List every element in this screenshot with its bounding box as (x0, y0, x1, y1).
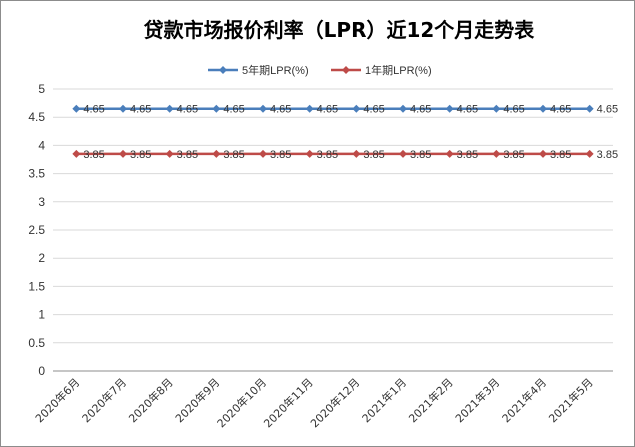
data-label: 4.65 (177, 104, 198, 116)
data-label: 3.85 (363, 149, 384, 161)
x-tick-label: 2021年5月 (546, 375, 596, 425)
data-label: 3.85 (83, 149, 104, 161)
x-tick-label: 2020年9月 (172, 375, 222, 425)
data-label: 4.65 (597, 104, 618, 116)
data-point (259, 104, 267, 113)
data-point (165, 104, 174, 113)
data-label: 3.85 (410, 149, 431, 161)
x-tick-label: 2020年11月 (261, 375, 316, 430)
chart-legend: 5年期LPR(%) 1年期LPR(%) (208, 63, 432, 77)
x-axis-ticks: 2020年6月2020年7月2020年8月2020年9月2020年10月2020… (32, 375, 596, 430)
data-point (259, 149, 267, 158)
data-label: 4.65 (363, 104, 384, 116)
data-point (212, 149, 221, 158)
legend-label: 5年期LPR(%) (242, 63, 309, 77)
y-tick-label: 1 (38, 308, 45, 322)
data-point (492, 149, 501, 158)
data-label: 4.65 (317, 104, 338, 116)
data-label: 4.65 (270, 104, 291, 116)
chart-series: 4.65 4.65 4.65 4.65 4.65 4.65 4.65 4.65 4.65 4.65… (72, 104, 618, 161)
x-tick-label: 2020年6月 (32, 375, 82, 425)
data-label: 3.85 (177, 149, 198, 161)
data-label: 3.85 (457, 149, 478, 161)
data-label: 4.65 (503, 104, 524, 116)
y-tick-label: 1.5 (28, 279, 45, 293)
x-tick-label: 2020年12月 (307, 375, 362, 430)
legend-swatch-marker (219, 66, 227, 74)
x-tick-label: 2020年7月 (79, 375, 129, 425)
data-point (119, 149, 127, 158)
data-label: 3.85 (550, 149, 571, 161)
y-tick-label: 3 (38, 195, 45, 209)
data-point (399, 104, 407, 113)
chart-title: 贷款市场报价利率（LPR）近12个月走势表 (144, 18, 536, 42)
y-tick-label: 4 (38, 138, 45, 152)
data-point (492, 104, 501, 113)
data-label: 3.85 (317, 149, 338, 161)
series-1: 4.65 4.65 4.65 4.65 4.65 4.65 4.65 4.65 4.65 4.65… (72, 104, 618, 116)
y-tick-label: 4.5 (28, 110, 45, 124)
x-tick-label: 2021年4月 (499, 375, 549, 425)
x-tick-label: 2021年1月 (359, 375, 409, 425)
data-point (585, 149, 594, 158)
data-point (539, 149, 547, 158)
data-label: 3.85 (223, 149, 244, 161)
x-tick-label: 2020年10月 (214, 375, 269, 430)
chart-gridlines (53, 88, 613, 372)
data-point (399, 149, 407, 158)
data-point (72, 149, 81, 158)
data-label: 4.65 (83, 104, 104, 116)
x-tick-label: 2020年8月 (126, 375, 176, 425)
y-tick-label: 0.5 (28, 336, 45, 350)
data-label: 4.65 (550, 104, 571, 116)
legend-swatch-marker (342, 66, 350, 74)
data-point (305, 104, 314, 113)
y-tick-label: 5 (38, 82, 45, 96)
data-label: 3.85 (597, 149, 618, 161)
data-point (165, 149, 174, 158)
data-label: 4.65 (130, 104, 151, 116)
data-point (212, 104, 221, 113)
y-tick-label: 0 (38, 364, 45, 378)
data-point (352, 149, 361, 158)
data-point (119, 104, 127, 113)
y-tick-label: 3.5 (28, 167, 45, 181)
data-label: 3.85 (503, 149, 524, 161)
data-point (445, 149, 454, 158)
series-2: 3.85 3.85 3.85 3.85 3.85 3.85 3.85 3.85 3.85 3.85… (72, 149, 618, 161)
x-tick-label: 2021年2月 (406, 375, 456, 425)
data-label: 3.85 (130, 149, 151, 161)
y-tick-label: 2.5 (28, 223, 45, 237)
data-point (539, 104, 547, 113)
data-point (352, 104, 361, 113)
data-point (585, 104, 594, 113)
data-label: 3.85 (270, 149, 291, 161)
data-point (445, 104, 454, 113)
y-axis-ticks: 0 0.5 1 1.5 2 2.5 3 3.5 4 4.5 5 (28, 82, 45, 378)
data-label: 4.65 (223, 104, 244, 116)
data-point (72, 104, 81, 113)
y-tick-label: 2 (38, 251, 45, 265)
legend-label: 1年期LPR(%) (365, 63, 432, 77)
data-point (305, 149, 314, 158)
x-tick-label: 2021年3月 (452, 375, 502, 425)
data-label: 4.65 (457, 104, 478, 116)
data-label: 4.65 (410, 104, 431, 116)
